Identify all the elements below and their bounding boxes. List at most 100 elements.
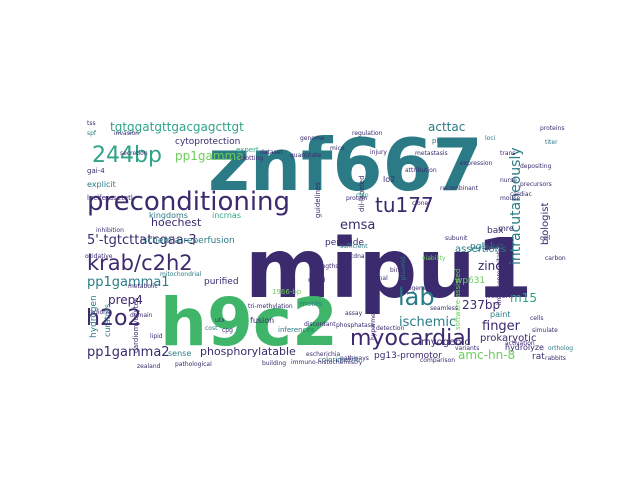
word: biologist <box>540 203 551 245</box>
word: assertions <box>455 244 506 255</box>
word: cardiomyocytes <box>132 297 140 353</box>
word: mouse <box>500 195 520 202</box>
word: prokaryotic <box>480 333 536 344</box>
word: guidelines <box>314 182 322 218</box>
word: motifs <box>300 300 322 308</box>
word: peroxide <box>325 238 365 248</box>
word: activation <box>505 340 535 347</box>
word: plasmid <box>400 256 407 280</box>
word: nurse <box>500 177 517 184</box>
word: blotting <box>240 155 263 162</box>
word: cpg <box>222 327 233 334</box>
word: protein <box>346 195 368 202</box>
word: m15 <box>510 291 537 305</box>
word: ischemic <box>399 315 456 330</box>
word: secretion <box>120 150 148 157</box>
word: escherichia <box>306 351 341 358</box>
word: curators <box>103 304 112 337</box>
word: trans <box>500 150 515 157</box>
word: regions <box>88 309 110 316</box>
word: western <box>485 292 513 300</box>
word: clone <box>412 200 428 207</box>
word: expert <box>236 146 259 154</box>
word: cell <box>540 235 551 242</box>
word: quantitate <box>290 152 321 159</box>
word: oxidative <box>85 253 113 260</box>
word: expression <box>460 160 493 167</box>
word: paint <box>490 310 510 319</box>
word: pathological <box>175 361 212 368</box>
word: cre-ii <box>308 276 325 284</box>
word: invasion <box>114 130 139 137</box>
word: software-assisted <box>454 269 462 330</box>
word: viability <box>422 255 446 262</box>
word: mice <box>330 145 345 152</box>
word: pathways <box>340 355 369 362</box>
word: prep4 <box>108 293 143 307</box>
word: pg5-luc <box>470 242 504 252</box>
word: strengths <box>310 263 338 270</box>
word: chip <box>356 192 369 199</box>
word: immunoprecipitation <box>496 242 503 305</box>
word: 5'-tgtcttatcgaa-3 <box>87 233 197 248</box>
word: ischemia-reperfusion <box>140 236 235 246</box>
word: hydrolyze <box>505 343 544 352</box>
word: lab <box>398 283 435 311</box>
word: phylogenetic <box>395 285 434 292</box>
word: gai-4 <box>87 167 105 175</box>
word: lo2 <box>383 175 395 184</box>
word: acttac <box>428 120 465 134</box>
word: lipid <box>150 333 163 340</box>
word: zinc <box>478 259 502 273</box>
word: metabolic <box>128 283 158 290</box>
word: titer <box>545 139 558 146</box>
word: incrnas <box>212 211 241 220</box>
word: rat <box>532 352 545 362</box>
word: variants <box>455 345 479 352</box>
word: pipeline <box>432 137 460 145</box>
word: hypermethylation <box>370 287 377 340</box>
word: hoechest <box>151 216 202 229</box>
word: detection <box>376 325 405 332</box>
word: metastasis <box>415 150 448 157</box>
word: sufficient <box>340 243 368 250</box>
word: znf667 <box>208 123 483 207</box>
word: fusion <box>250 316 274 325</box>
word: emsa <box>340 218 375 233</box>
word: tri-methylation <box>248 303 293 310</box>
word: phosphorylatable <box>200 345 296 358</box>
word: phosphatase <box>336 322 375 329</box>
word: inferences <box>278 326 315 334</box>
word: h9c2 <box>160 284 338 361</box>
word: inhibition <box>96 227 124 234</box>
word: precursors <box>520 181 552 188</box>
word: pp1gamma2 <box>87 345 170 360</box>
word: spf <box>87 130 97 137</box>
word: injury <box>370 149 387 156</box>
word: h2o2 <box>86 306 141 331</box>
word: proteins <box>540 125 564 132</box>
word: wp631 <box>455 276 485 286</box>
word: cardiac <box>510 191 532 198</box>
word: krab/c2h2 <box>87 251 193 275</box>
word: finger <box>482 319 521 334</box>
word: attribution <box>405 167 437 174</box>
word: 1966-bp <box>272 288 302 296</box>
word: zealand <box>137 363 161 370</box>
word: dil-labeled <box>358 175 366 212</box>
word: genome <box>300 135 325 142</box>
word: assay <box>345 310 363 317</box>
word: hydrogen <box>89 295 99 338</box>
word: 244bp <box>92 143 162 168</box>
word: cells <box>530 315 543 322</box>
word: carbon <box>545 255 566 262</box>
word: kingdoms <box>149 211 188 220</box>
word: cytoprotection <box>175 137 240 147</box>
word: loci <box>485 135 496 142</box>
word: tu177 <box>375 193 434 217</box>
word: mre <box>498 224 514 233</box>
word: tgtggatgttgacgagcttgt <box>110 120 244 134</box>
word: colorimetric <box>318 356 360 364</box>
word: mitochondrial <box>160 271 202 278</box>
word: cdna <box>350 253 365 260</box>
